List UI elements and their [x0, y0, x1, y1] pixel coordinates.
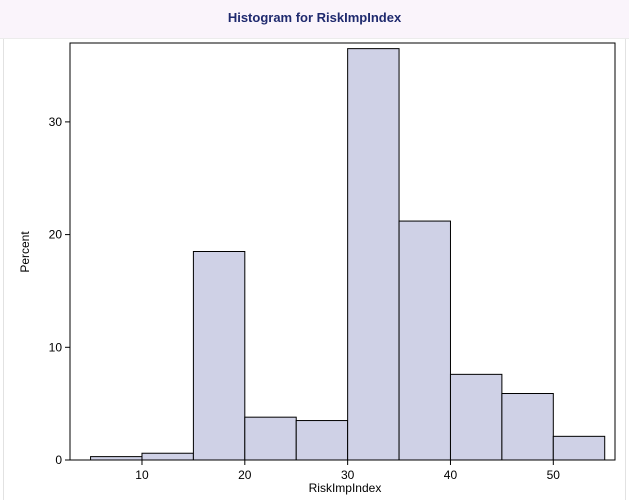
x-tick-label: 10 — [135, 468, 149, 482]
x-tick-label: 30 — [341, 468, 355, 482]
chart-title: Histogram for RiskImpIndex — [227, 10, 402, 25]
axes-layer: 10 20 30 40 50 0 10 20 30 — [49, 42, 616, 482]
x-tick-label: 20 — [238, 468, 252, 482]
frame-right-border — [625, 39, 626, 500]
histogram-bar — [552, 435, 606, 461]
x-axis-title: RiskImpIndex — [309, 481, 382, 495]
histogram-bar — [449, 373, 503, 461]
frame-left-border — [3, 39, 4, 500]
chart-header: Histogram for RiskImpIndex — [0, 0, 629, 39]
y-tick-label: 0 — [55, 453, 62, 467]
y-tick-label: 20 — [49, 228, 63, 242]
histogram-bar — [90, 456, 143, 461]
histogram-bar — [244, 416, 297, 461]
y-tick-label: 30 — [49, 115, 63, 129]
histogram-bar — [398, 220, 451, 461]
y-tick-label: 10 — [49, 340, 63, 354]
plot-frame — [69, 42, 616, 461]
histogram-bar — [141, 452, 194, 461]
x-tick-label: 40 — [444, 468, 458, 482]
histogram-bar — [501, 393, 554, 461]
histogram-bar — [295, 420, 349, 461]
histogram-bar — [192, 251, 246, 461]
bars-layer — [90, 48, 606, 461]
y-axis-title: Percent — [18, 231, 32, 273]
histogram-bar — [347, 48, 400, 461]
x-tick-label: 50 — [547, 468, 561, 482]
